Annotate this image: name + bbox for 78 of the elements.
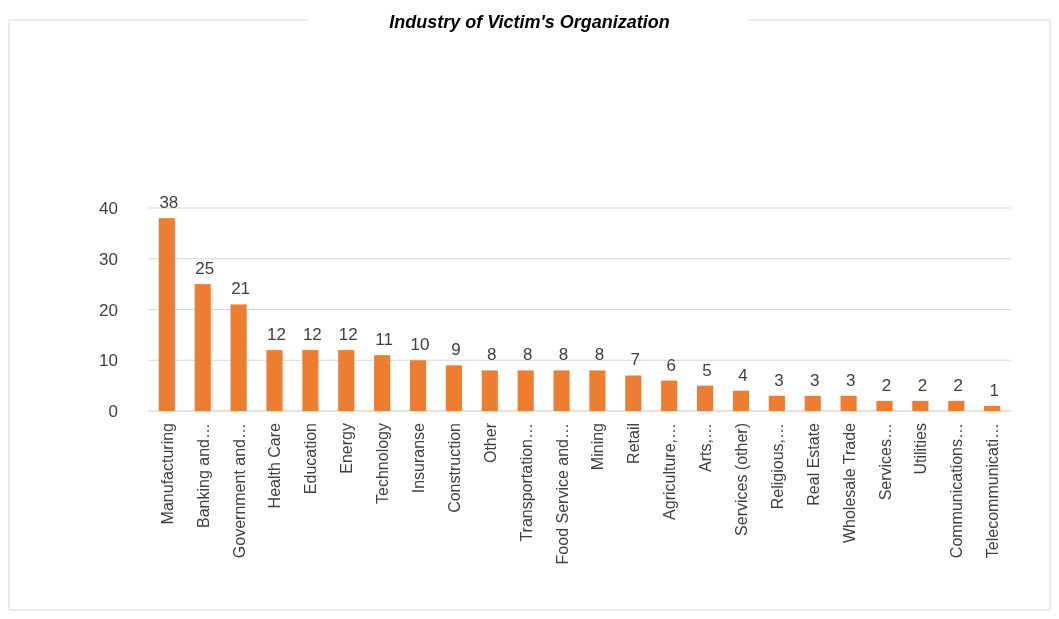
x-tick-label: Services… xyxy=(876,423,894,501)
bar xyxy=(840,395,857,411)
data-label: 10 xyxy=(410,335,430,355)
x-tick-label: Other xyxy=(481,422,499,464)
y-tick-label: 40 xyxy=(99,199,118,218)
bar xyxy=(158,218,175,411)
x-tick-label: Transportation… xyxy=(517,423,535,542)
y-tick-label: 0 xyxy=(108,402,118,421)
data-label: 2 xyxy=(917,375,928,395)
data-label: 7 xyxy=(630,350,641,370)
x-tick-label: Food Service and… xyxy=(553,423,571,565)
data-label: 12 xyxy=(302,325,322,345)
bar xyxy=(517,370,534,411)
x-tick-label: Banking and… xyxy=(194,423,212,528)
bar xyxy=(302,350,319,411)
data-label: 9 xyxy=(451,340,461,360)
x-tick-label: Utilities xyxy=(912,423,930,475)
bar xyxy=(374,355,391,411)
bar xyxy=(876,400,893,411)
data-label: 4 xyxy=(738,365,748,385)
y-tick-label: 30 xyxy=(99,249,118,269)
bar xyxy=(194,284,211,411)
data-label: 25 xyxy=(195,259,215,279)
data-label: 6 xyxy=(666,355,676,375)
bar xyxy=(338,350,355,411)
x-tick-label: Education xyxy=(302,423,320,495)
bar xyxy=(912,400,929,411)
data-label: 8 xyxy=(594,345,605,365)
bar xyxy=(589,370,606,411)
x-tick-label: Services (other) xyxy=(732,423,750,536)
x-tick-label: Arts,… xyxy=(697,423,715,472)
bar xyxy=(732,390,750,411)
data-label: 1 xyxy=(989,380,999,400)
bar xyxy=(553,370,570,411)
bar xyxy=(697,385,714,411)
data-label: 5 xyxy=(702,360,712,380)
bar xyxy=(409,360,427,411)
x-tick-label: Religious,… xyxy=(768,423,786,510)
data-label: 12 xyxy=(267,325,286,345)
data-label: 38 xyxy=(159,193,179,213)
x-tick-label: Manufacturing xyxy=(158,423,176,525)
bar xyxy=(266,350,283,411)
data-label: 2 xyxy=(881,375,892,395)
data-label: 8 xyxy=(558,345,569,365)
bar xyxy=(984,405,1001,411)
y-tick-label: 20 xyxy=(99,300,118,320)
bar xyxy=(230,304,247,411)
x-tick-label: Retail xyxy=(625,423,643,464)
x-tick-label: Insuranse xyxy=(410,422,428,494)
x-tick-label: Wholesale Trade xyxy=(840,422,858,544)
data-label: 12 xyxy=(338,325,358,345)
x-tick-label: Health Care xyxy=(266,422,284,509)
x-tick-label: Real Estate xyxy=(804,422,822,506)
data-label: 2 xyxy=(953,375,964,395)
data-label: 8 xyxy=(487,345,497,365)
x-tick-label: Energy xyxy=(338,423,356,474)
data-label: 21 xyxy=(231,279,251,299)
bar xyxy=(948,400,965,411)
x-tick-label: Government and… xyxy=(230,423,248,559)
x-tick-label: Communications… xyxy=(948,423,966,559)
data-label: 3 xyxy=(810,370,820,390)
y-tick-label: 10 xyxy=(99,351,118,371)
data-label: 8 xyxy=(522,345,533,365)
data-label: 3 xyxy=(845,370,856,390)
x-tick-label: Construction xyxy=(445,423,463,513)
data-label: 3 xyxy=(774,370,784,390)
bar xyxy=(625,375,642,411)
chart-title: Industry of Victim's Organization xyxy=(389,12,670,32)
data-label: 11 xyxy=(375,330,393,350)
x-tick-label: Mining xyxy=(589,423,607,471)
bar xyxy=(661,380,678,411)
x-tick-label: Telecommunicati… xyxy=(984,423,1002,559)
bar xyxy=(804,395,821,411)
bar xyxy=(481,370,498,411)
x-tick-label: Technology xyxy=(374,423,392,504)
x-tick-label: Agriculture,… xyxy=(661,423,679,520)
bar xyxy=(768,395,785,411)
bar xyxy=(445,365,462,411)
